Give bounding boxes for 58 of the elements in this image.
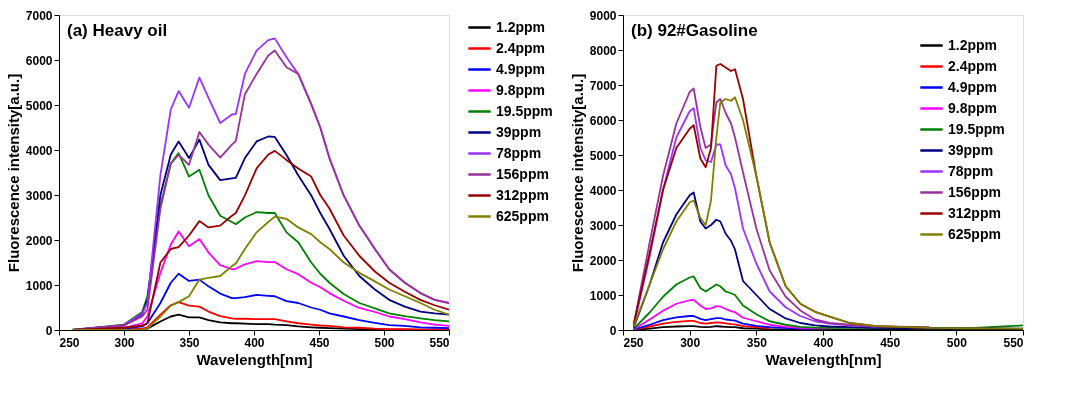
y-tick-label: 4000	[25, 143, 53, 158]
y-tick-label: 8000	[589, 43, 617, 58]
x-tick-label: 450	[309, 335, 330, 350]
legend-label: 19.5ppm	[496, 102, 553, 119]
legend-label: 78ppm	[496, 144, 542, 161]
legend-label: 312ppm	[948, 204, 1001, 221]
y-tick-label: 1000	[589, 288, 617, 303]
legend-label: 625ppm	[496, 207, 549, 224]
legend-label: 78ppm	[948, 162, 994, 179]
legend-label: 9.8ppm	[948, 99, 998, 116]
legend-label: 9.8ppm	[496, 81, 546, 98]
legend-label: 2.4ppm	[948, 57, 998, 74]
x-axis-title: Wavelength[nm]	[765, 350, 882, 368]
y-tick-label: 7000	[589, 78, 617, 93]
chart-title: (a) Heavy oil	[67, 21, 168, 40]
y-tick-label: 9000	[589, 8, 617, 23]
y-tick-label: 5000	[25, 98, 53, 113]
legend-label: 1.2ppm	[496, 18, 546, 35]
y-tick-label: 6000	[25, 53, 53, 68]
y-tick-label: 3000	[25, 188, 53, 203]
y-axis-title: Fluorescence intensity[a.u.]	[568, 73, 586, 273]
x-tick-label: 500	[946, 335, 968, 350]
x-tick-label: 500	[374, 335, 395, 350]
x-tick-label: 550	[429, 335, 450, 350]
legend-label: 156ppm	[948, 183, 1001, 200]
x-tick-label: 400	[813, 335, 834, 350]
legend-label: 312ppm	[496, 186, 549, 203]
y-tick-label: 7000	[25, 8, 53, 23]
x-tick-label: 250	[59, 335, 80, 350]
x-tick-label: 300	[114, 335, 135, 350]
x-tick-label: 400	[244, 335, 265, 350]
legend-label: 1.2ppm	[948, 36, 998, 53]
legend-label: 156ppm	[496, 165, 549, 182]
y-tick-label: 6000	[589, 113, 617, 128]
y-tick-label: 3000	[589, 218, 617, 233]
legend-label: 4.9ppm	[948, 78, 998, 95]
y-tick-label: 0	[609, 323, 617, 338]
legend-label: 4.9ppm	[496, 60, 546, 77]
legend-label: 2.4ppm	[496, 39, 546, 56]
legend-label: 39ppm	[948, 141, 994, 158]
legend-label: 39ppm	[496, 123, 542, 140]
y-axis-title: Fluorescence intensity[a.u.]	[4, 73, 22, 273]
chart-title: (b) 92#Gasoline	[631, 21, 758, 40]
legend-label: 625ppm	[948, 225, 1001, 242]
y-tick-label: 0	[45, 323, 53, 338]
x-tick-label: 350	[746, 335, 768, 350]
x-tick-label: 450	[880, 335, 901, 350]
x-axis-title: Wavelength[nm]	[196, 350, 313, 368]
x-tick-label: 350	[179, 335, 200, 350]
y-tick-label: 2000	[589, 253, 617, 268]
y-tick-label: 4000	[589, 183, 617, 198]
x-tick-label: 550	[1003, 335, 1024, 350]
y-tick-label: 5000	[589, 148, 617, 163]
legend-label: 19.5ppm	[948, 120, 1005, 137]
y-tick-label: 2000	[25, 233, 53, 248]
x-tick-label: 300	[680, 335, 701, 350]
y-tick-label: 1000	[25, 278, 53, 293]
x-tick-label: 250	[623, 335, 644, 350]
